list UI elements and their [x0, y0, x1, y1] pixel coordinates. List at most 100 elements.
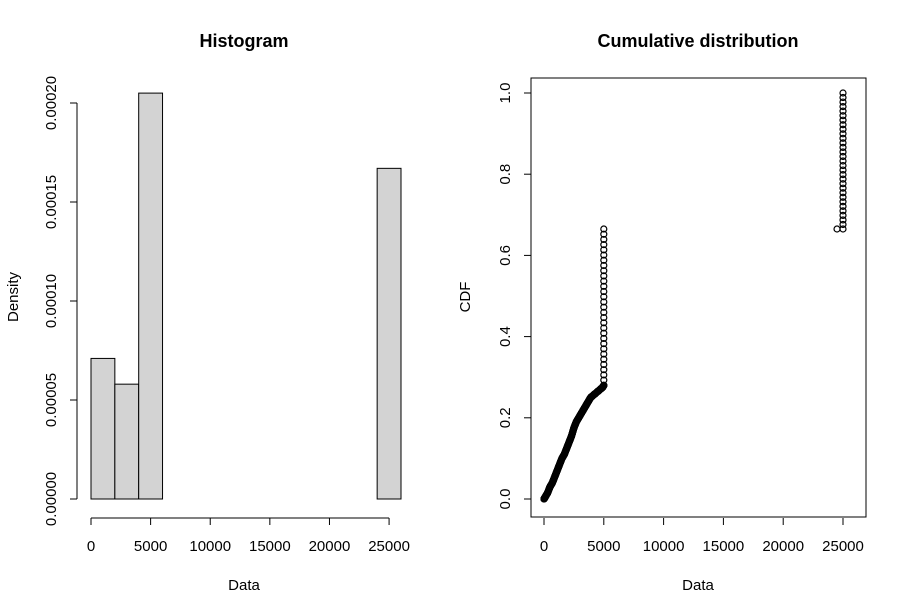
cdf-point: [839, 103, 847, 111]
histogram-y-axis: 0.00000 0.00005 0.00010 0.00015 0.00020: [43, 76, 78, 526]
cdf-x-tick-label: 25000: [822, 538, 864, 555]
cdf-point: [839, 220, 847, 229]
histogram-y-tick-label: 0.00000: [43, 472, 60, 526]
histogram-bar: [90, 357, 116, 500]
cdf-point: [600, 246, 608, 254]
cdf-x-axis: 0 5000 10000 15000 20000 25000: [540, 518, 864, 555]
cdf-point: [600, 345, 608, 353]
cdf-point: [600, 350, 608, 358]
cdf-point: [600, 360, 608, 369]
histogram-y-tick-label: 0.00005: [43, 373, 60, 427]
cdf-point: [839, 225, 847, 233]
cdf-point: [839, 161, 847, 170]
histogram-bar: [138, 92, 164, 500]
cdf-point: [600, 308, 608, 316]
cdf-point: [839, 166, 847, 174]
histogram-x-tick-label: 10000: [189, 538, 231, 555]
cdf-y-tick-label: 0.4: [497, 326, 514, 347]
cdf-point: [600, 329, 608, 337]
histogram-y-tick-label: 0.00015: [43, 175, 60, 229]
cdf-point: [600, 298, 608, 306]
histogram-title: Histogram: [199, 31, 288, 51]
cdf-point: [600, 366, 608, 374]
cdf-plot-frame: [530, 77, 867, 518]
cdf-point: [839, 202, 847, 210]
cdf-point: [600, 225, 608, 233]
cdf-point: [600, 287, 608, 296]
cdf-point: [600, 303, 608, 311]
cdf-point: [600, 319, 608, 327]
cdf-point: [839, 171, 847, 179]
cdf-points: [540, 89, 847, 503]
cdf-point: [839, 157, 847, 165]
cdf-point: [839, 93, 847, 102]
histogram-y-tick-label: 0.00010: [43, 274, 60, 328]
cdf-y-tick-label: 0.2: [497, 407, 514, 428]
cdf-y-label: CDF: [457, 282, 474, 313]
cdf-point: [839, 143, 847, 152]
cdf-point: [839, 125, 847, 133]
cdf-x-label: Data: [682, 577, 714, 594]
histogram-x-tick-label: 0: [87, 538, 95, 555]
histogram-x-label: Data: [228, 577, 260, 594]
cdf-point: [839, 112, 847, 120]
cdf-point: [839, 180, 847, 188]
histogram-y-tick-label: 0.00020: [43, 76, 60, 130]
cdf-point: [600, 235, 608, 244]
cdf-point: [600, 293, 608, 301]
cdf-point: [600, 282, 608, 290]
cdf-point: [600, 334, 608, 343]
cdf-x-tick-label: 0: [540, 538, 548, 555]
cdf-y-tick-label: 1.0: [497, 83, 514, 104]
cdf-point: [600, 251, 608, 259]
cdf-x-tick-label: 15000: [703, 538, 745, 555]
cdf-point: [839, 134, 847, 142]
cdf-point: [839, 130, 847, 138]
cdf-point: [839, 98, 847, 106]
cdf-point: [839, 107, 847, 115]
cdf-y-tick-label: 0.6: [497, 245, 514, 266]
cdf-y-tick-label: 0.8: [497, 164, 514, 185]
cdf-point: [839, 193, 847, 201]
cdf-point: [839, 152, 847, 161]
cdf-point: [600, 340, 608, 348]
cdf-point: [600, 267, 608, 275]
cdf-point: [839, 216, 847, 224]
cdf-point: [839, 207, 847, 215]
cdf-x-tick-label: 20000: [762, 538, 804, 555]
cdf-point: [839, 211, 847, 220]
cdf-point: [839, 148, 847, 156]
cdf-point: [839, 189, 847, 197]
histogram-x-axis: 0 5000 10000 15000 20000 25000: [87, 517, 410, 555]
cdf-point: [600, 277, 608, 285]
histogram-panel: Histogram 0 5000 10000 15000 20000 25000 0.00…: [5, 31, 410, 594]
histogram-x-tick-label: 20000: [309, 538, 351, 555]
cdf-point: [839, 198, 847, 206]
cdf-point: [600, 230, 608, 238]
histogram-bar: [114, 383, 140, 500]
cdf-x-tick-label: 10000: [643, 538, 685, 555]
cdf-point: [839, 139, 847, 147]
cdf-point: [600, 355, 608, 363]
histogram-bar: [376, 167, 402, 500]
cdf-point: [600, 313, 608, 322]
cdf-point: [839, 184, 847, 192]
cdf-x-tick-label: 5000: [587, 538, 620, 555]
cdf-title: Cumulative distribution: [597, 31, 798, 51]
histogram-x-tick-label: 5000: [134, 538, 167, 555]
cdf-y-axis: 0.0 0.2 0.4 0.6 0.8 1.0: [497, 83, 531, 510]
cdf-point: [833, 225, 841, 233]
cdf-point: [600, 256, 608, 264]
cdf-point: [600, 272, 608, 280]
histogram-bars: [90, 92, 402, 500]
cdf-point: [600, 241, 608, 249]
cdf-point: [600, 261, 608, 270]
cdf-point: [839, 175, 847, 183]
cdf-point: [839, 121, 847, 129]
cdf-point: [839, 89, 847, 97]
cdf-y-tick-label: 0.0: [497, 489, 514, 510]
cdf-point: [600, 381, 608, 389]
histogram-x-tick-label: 25000: [368, 538, 410, 555]
histogram-x-tick-label: 15000: [249, 538, 291, 555]
